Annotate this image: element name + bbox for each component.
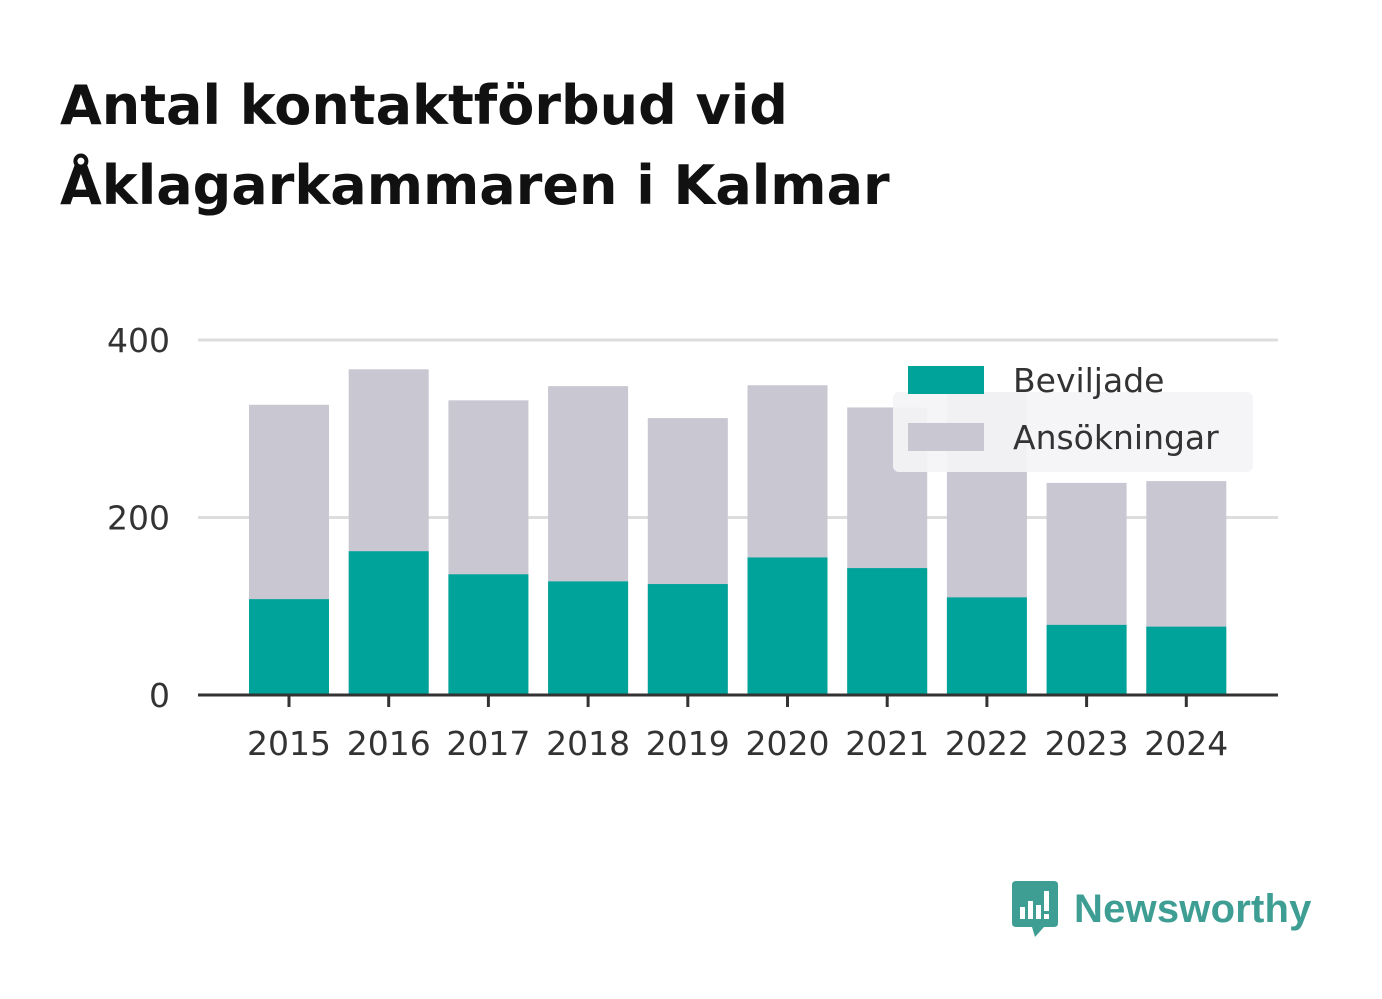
legend: Beviljade Ansökningar — [893, 361, 1253, 472]
x-tick-label: 2020 — [746, 724, 830, 763]
x-tick-label: 2015 — [247, 724, 331, 763]
y-tick-label: 200 — [107, 499, 170, 538]
chart-title-line-2: Åklagarkammaren i Kalmar — [60, 154, 890, 217]
bar-beviljade-2017 — [448, 574, 529, 695]
newsworthy-logo-icon — [1012, 881, 1058, 937]
legend-swatch-beviljade — [908, 366, 984, 394]
legend-swatch-ansökningar — [908, 423, 984, 451]
x-tick-label: 2019 — [646, 724, 730, 763]
bar-beviljade-2016 — [348, 551, 429, 695]
bar-beviljade-2023 — [1046, 624, 1127, 695]
x-tick-label: 2016 — [347, 724, 431, 763]
x-tick-label: 2023 — [1045, 724, 1129, 763]
bar-beviljade-2019 — [647, 584, 728, 695]
x-tick-label: 2021 — [845, 724, 929, 763]
bar-beviljade-2021 — [847, 568, 928, 695]
x-tick-label: 2022 — [945, 724, 1029, 763]
legend-label-ansökningar: Ansökningar — [1013, 418, 1219, 457]
bar-beviljade-2018 — [548, 581, 629, 695]
x-tick-label: 2018 — [546, 724, 630, 763]
legend-label-beviljade: Beviljade — [1013, 361, 1164, 400]
bar-beviljade-2024 — [1146, 626, 1227, 695]
bars — [249, 369, 1227, 695]
x-tick-label: 2017 — [446, 724, 530, 763]
bar-beviljade-2020 — [747, 557, 828, 695]
y-tick-label: 0 — [149, 676, 170, 715]
chart-title: Antal kontaktförbud vid Åklagarkammaren … — [60, 66, 1260, 226]
bar-beviljade-2022 — [946, 597, 1027, 695]
y-tick-label: 400 — [107, 321, 170, 360]
brand-name: Newsworthy — [1074, 886, 1312, 931]
x-tick-label: 2024 — [1144, 724, 1228, 763]
chart-title-line-1: Antal kontaktförbud vid — [60, 74, 788, 137]
legend-background — [893, 392, 1253, 472]
bar-beviljade-2015 — [249, 599, 329, 695]
axes: 0 200 400 2015 2016 2017 2018 2019 2020 2021 2022 2… — [107, 321, 1278, 763]
brand-logo: Newsworthy — [1010, 878, 1312, 940]
